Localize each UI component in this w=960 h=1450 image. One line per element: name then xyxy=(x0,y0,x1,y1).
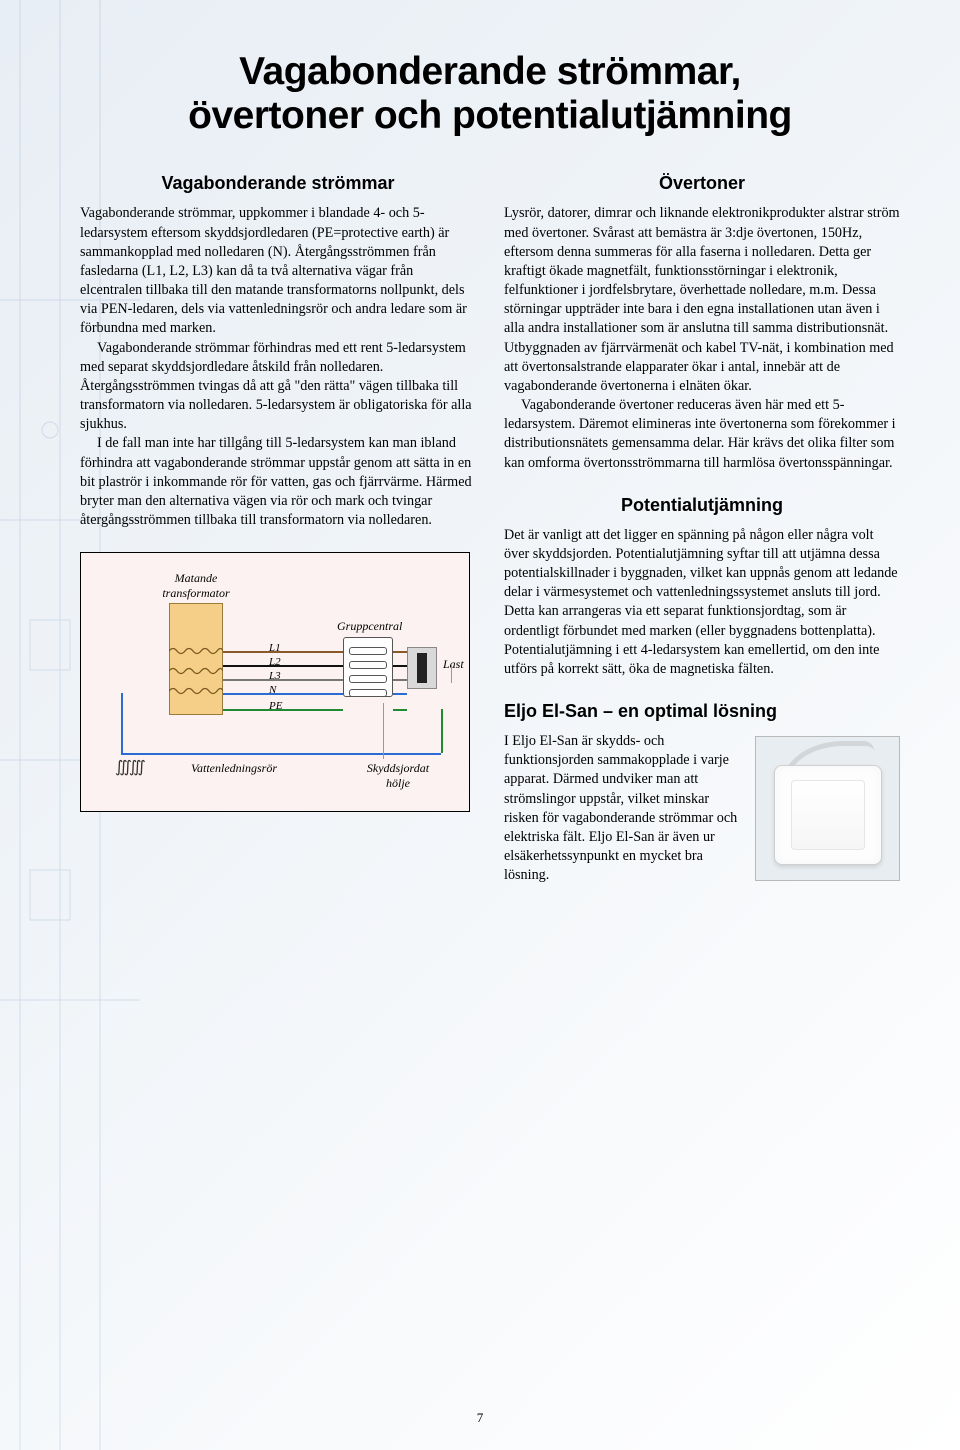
wire-PE-a xyxy=(223,709,343,711)
label-vattenledning: Vattenledningsrör xyxy=(191,761,277,776)
fuse-L1 xyxy=(349,647,387,655)
wire-L3-b xyxy=(393,679,407,681)
left-paragraph-1: Vagabonderande strömmar, uppkommer i bla… xyxy=(80,204,476,338)
transformer-coil-1 xyxy=(169,663,223,673)
left-paragraph-2: Vagabonderande strömmar förhindras med e… xyxy=(80,339,476,435)
overtoner-paragraph-2: Vagabonderande övertoner reduceras även … xyxy=(504,396,900,473)
label-gruppcentral: Gruppcentral xyxy=(337,619,402,634)
label-wire-L2: L2 xyxy=(269,656,281,668)
wire-pe-drop xyxy=(441,709,443,753)
wire-L2-a xyxy=(223,665,343,667)
wire-PE-b xyxy=(393,709,407,711)
heading-eljo: Eljo El-San – en optimal lösning xyxy=(504,701,900,722)
water-pipe-rise xyxy=(121,693,123,753)
label-wire-L3: L3 xyxy=(269,670,281,682)
transformer-body xyxy=(169,603,223,715)
label-last: Last xyxy=(443,657,464,672)
page-number: 7 xyxy=(0,1410,960,1426)
left-paragraph-3: I de fall man inte har tillgång till 5-l… xyxy=(80,434,476,530)
wire-L3-a xyxy=(223,679,343,681)
last-core xyxy=(417,653,427,683)
product-photo-switch xyxy=(755,736,900,881)
transformer-coil-0 xyxy=(169,643,223,653)
wire-L1-a xyxy=(223,651,343,653)
label-transformer: Matande transformator xyxy=(141,571,251,601)
wire-N-a xyxy=(223,693,343,695)
eljo-block: I Eljo El-San är skydds- och funktionsjo… xyxy=(504,732,900,889)
two-column-layout: Vagabonderande strömmar Vagabonderande s… xyxy=(80,173,900,889)
page-content: Vagabonderande strömmar, övertoner och p… xyxy=(0,0,960,929)
switch-plate xyxy=(774,765,882,865)
fuse-L3 xyxy=(349,675,387,683)
label-wire-L1: L1 xyxy=(269,642,281,654)
heading-vagabonderande: Vagabonderande strömmar xyxy=(80,173,476,194)
heading-potentialutjamning: Potentialutjämning xyxy=(504,495,900,516)
label-wire-N: N xyxy=(269,684,276,696)
potential-paragraph-1: Det är vanligt att det ligger en spännin… xyxy=(504,526,900,679)
label-wire-PE: PE xyxy=(269,700,282,712)
title-line-1: Vagabonderande strömmar, xyxy=(239,50,741,93)
title-line-2: övertoner och potentialutjämning xyxy=(188,94,792,137)
pointer-skydds xyxy=(383,703,384,759)
switch-rocker xyxy=(791,780,865,850)
label-skyddsjordat: Skyddsjordat hölje xyxy=(353,761,443,791)
page-title: Vagabonderande strömmar, övertoner och p… xyxy=(80,50,900,137)
heading-overtoner: Övertoner xyxy=(504,173,900,194)
wire-L2-b xyxy=(393,665,407,667)
left-column: Vagabonderande strömmar Vagabonderande s… xyxy=(80,173,476,889)
fuse-N xyxy=(349,689,387,697)
wire-L1-b xyxy=(393,651,407,653)
ground-symbol: ∭∭ xyxy=(115,757,143,777)
fuse-L2 xyxy=(349,661,387,669)
pointer-last xyxy=(451,665,452,683)
electrical-diagram: Matande transformator Gruppcentral Last L1 L… xyxy=(80,552,470,812)
water-pipe xyxy=(121,753,441,755)
wire-N-b xyxy=(393,693,407,695)
right-column: Övertoner Lysrör, datorer, dimrar och li… xyxy=(504,173,900,889)
transformer-coil-2 xyxy=(169,683,223,693)
overtoner-paragraph-1: Lysrör, datorer, dimrar och liknande ele… xyxy=(504,204,900,396)
